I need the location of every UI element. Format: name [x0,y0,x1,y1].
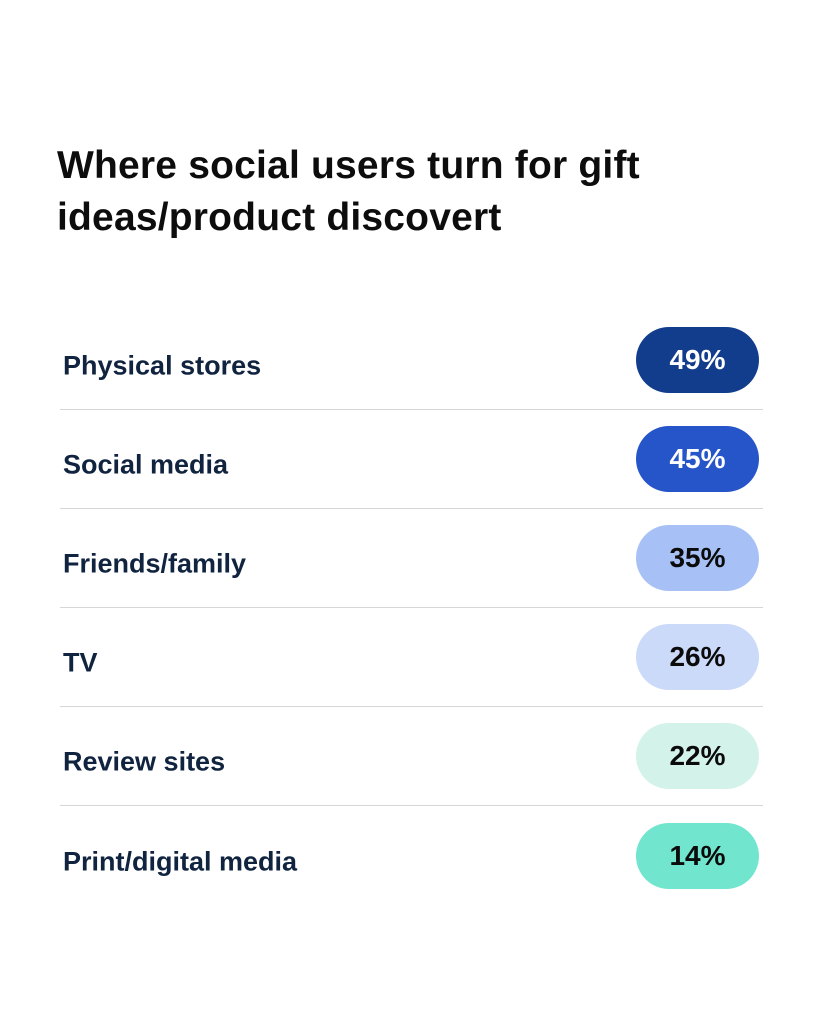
value-pill-tv: 26% [636,624,759,690]
category-label-print-digital-media: Print/digital media [63,846,298,877]
value-pill-physical-stores: 49% [636,327,759,393]
table-row: Social media 45% [60,410,763,509]
category-label-friends-family: Friends/family [63,548,247,579]
ranked-list: Physical stores 49% Social media 45% Fri… [60,311,763,905]
table-row: Print/digital media 14% [60,806,763,905]
category-label-review-sites: Review sites [63,746,226,777]
chart-title: Where social users turn for gift ideas/p… [57,144,640,239]
category-label-tv: TV [63,647,98,678]
value-pill-social-media: 45% [636,426,759,492]
value-pill-print-digital-media: 14% [636,822,759,889]
table-row: Friends/family 35% [60,509,763,608]
table-row: TV 26% [60,608,763,707]
table-row: Review sites 22% [60,707,763,806]
category-label-physical-stores: Physical stores [63,350,262,381]
value-pill-review-sites: 22% [636,723,759,789]
category-label-social-media: Social media [63,449,229,480]
value-pill-friends-family: 35% [636,525,759,591]
table-row: Physical stores 49% [60,311,763,410]
